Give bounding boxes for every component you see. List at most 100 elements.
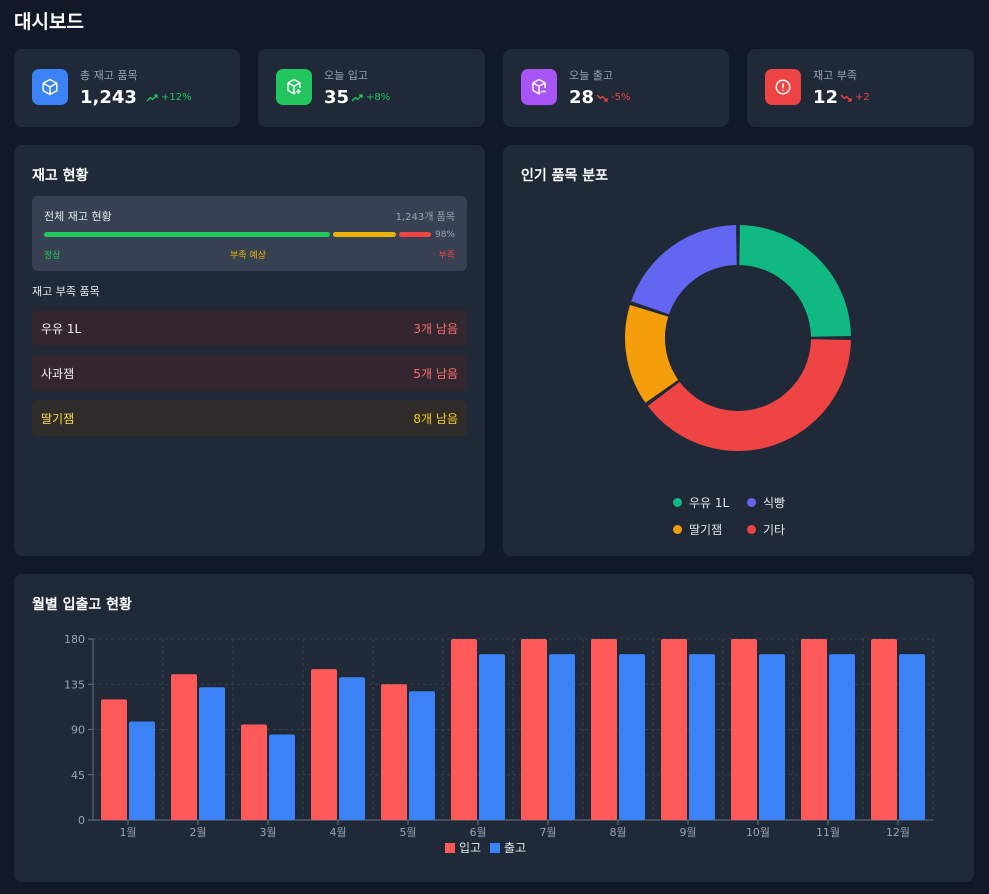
- x-tick-label: 12월: [886, 826, 910, 839]
- legend-label: 식빵: [763, 496, 786, 510]
- bar-outbound[interactable]: [339, 677, 365, 820]
- x-tick-label: 8월: [609, 826, 626, 839]
- inventory-title: 재고 현황: [32, 168, 89, 184]
- stat-trend: +12%: [146, 92, 192, 103]
- bar-outbound[interactable]: [899, 654, 925, 820]
- monthly-panel: 월별 입출고 현황 0 45 90 135 180 1월 2월 3월 4월 5월 6월 7월 8월 9월 1…: [14, 574, 974, 882]
- x-tick-label: 6월: [469, 826, 486, 839]
- stock-bar-shortage: [399, 232, 431, 237]
- stat-label: 총 재고 품목: [80, 69, 138, 82]
- y-tick-label: 180: [64, 633, 85, 646]
- stat-label: 오늘 입고: [324, 69, 368, 82]
- bar-inbound[interactable]: [101, 699, 127, 820]
- y-tick-label: 135: [64, 678, 85, 691]
- bar-inbound[interactable]: [871, 639, 897, 820]
- stat-card-inbound[interactable]: 오늘 입고 35 +8%: [258, 49, 485, 127]
- legend-swatch: [747, 525, 756, 534]
- low-stock-title: 재고 부족 품목: [32, 285, 100, 298]
- legend-swatch: [490, 843, 500, 853]
- trend-down-icon: [840, 94, 852, 102]
- y-tick-label: 0: [78, 814, 85, 827]
- stat-trend-value: +12%: [161, 92, 192, 103]
- x-tick-label: 5월: [399, 826, 416, 839]
- y-tick-label: 45: [71, 769, 85, 782]
- donut-legend-item[interactable]: 우유 1L: [673, 494, 729, 511]
- stat-trend: -5%: [596, 92, 630, 103]
- stat-label: 재고 부족: [813, 69, 857, 82]
- item-remaining: 5개 남음: [413, 367, 458, 381]
- donut-slice[interactable]: [631, 225, 737, 315]
- donut-slice[interactable]: [625, 304, 679, 403]
- bar-outbound[interactable]: [689, 654, 715, 820]
- bar-outbound[interactable]: [199, 687, 225, 820]
- bar-outbound[interactable]: [129, 721, 155, 820]
- page-title: 대시보드: [14, 11, 84, 33]
- stat-trend: +2: [840, 92, 870, 103]
- item-name: 우유 1L: [41, 322, 82, 336]
- bar-inbound[interactable]: [591, 639, 617, 820]
- monthly-title: 월별 입출고 현황: [32, 597, 132, 613]
- legend-normal: 정상: [44, 251, 61, 261]
- bar-inbound[interactable]: [661, 639, 687, 820]
- bar-outbound[interactable]: [829, 654, 855, 820]
- stat-card-total[interactable]: 총 재고 품목 1,243 +12%: [14, 49, 240, 127]
- x-tick-label: 10월: [746, 826, 770, 839]
- x-tick-label: 1월: [119, 826, 136, 839]
- donut-legend-item[interactable]: 기타: [747, 521, 785, 538]
- stat-label: 오늘 출고: [569, 69, 613, 82]
- legend-swatch: [673, 498, 682, 507]
- package-plus-icon: [276, 69, 312, 105]
- alert-circle-icon: [765, 69, 801, 105]
- bar-outbound[interactable]: [479, 654, 505, 820]
- legend-label: 우유 1L: [689, 496, 730, 510]
- bar-outbound[interactable]: [619, 654, 645, 820]
- legend-swatch: [747, 498, 756, 507]
- popular-panel: 인기 품목 분포 우유 1L 식빵 딸기잼 기타: [503, 145, 974, 556]
- stat-trend: +8%: [351, 92, 390, 103]
- bar-inbound[interactable]: [381, 684, 407, 820]
- bar-inbound[interactable]: [801, 639, 827, 820]
- box-icon: [32, 69, 68, 105]
- legend-label-inbound[interactable]: 입고: [459, 841, 481, 855]
- stat-value: 1,243: [80, 87, 137, 108]
- bar-inbound[interactable]: [311, 669, 337, 820]
- x-tick-label: 9월: [679, 826, 696, 839]
- bar-outbound[interactable]: [759, 654, 785, 820]
- stat-trend-value: +2: [855, 92, 870, 103]
- bar-outbound[interactable]: [269, 734, 295, 820]
- x-tick-label: 3월: [259, 826, 276, 839]
- legend-swatch: [445, 843, 455, 853]
- bar-outbound[interactable]: [549, 654, 575, 820]
- bar-inbound[interactable]: [521, 639, 547, 820]
- bar-inbound[interactable]: [731, 639, 757, 820]
- item-name: 사과잼: [41, 367, 75, 381]
- stat-trend-value: -5%: [611, 92, 631, 103]
- x-tick-label: 7월: [539, 826, 556, 839]
- inventory-overview: 전체 재고 현황 1,243개 품목 98% 정상 부족 예상 부족: [32, 196, 467, 271]
- popular-title: 인기 품목 분포: [521, 168, 609, 184]
- bar-inbound[interactable]: [241, 724, 267, 820]
- legend-swatch: [673, 525, 682, 534]
- low-stock-item[interactable]: 우유 1L 3개 남음: [32, 310, 467, 346]
- stat-value: 28: [569, 87, 595, 108]
- legend-label-outbound[interactable]: 출고: [504, 841, 526, 855]
- item-remaining: 3개 남음: [413, 322, 458, 336]
- bar-inbound[interactable]: [171, 674, 197, 820]
- stock-bar-normal: [44, 232, 330, 237]
- bar-inbound[interactable]: [451, 639, 477, 820]
- legend-warning: 부족 예상: [230, 251, 266, 261]
- stat-card-outbound[interactable]: 오늘 출고 28 -5%: [503, 49, 729, 127]
- x-tick-label: 2월: [189, 826, 206, 839]
- x-tick-label: 4월: [329, 826, 346, 839]
- bar-outbound[interactable]: [409, 691, 435, 820]
- donut-slice[interactable]: [739, 225, 851, 337]
- inventory-panel: 재고 현황 전체 재고 현황 1,243개 품목 98% 정상 부족 예상 부족…: [14, 145, 485, 556]
- donut-legend-item[interactable]: 식빵: [747, 494, 785, 511]
- low-stock-item[interactable]: 사과잼 5개 남음: [32, 355, 467, 391]
- low-stock-item[interactable]: 딸기잼 8개 남음: [32, 400, 467, 436]
- stat-card-shortage[interactable]: 재고 부족 12 +2: [747, 49, 974, 127]
- stat-value: 35: [324, 87, 350, 108]
- legend-label: 기타: [763, 523, 786, 537]
- donut-legend-item[interactable]: 딸기잼: [673, 521, 722, 538]
- donut-slice[interactable]: [647, 339, 851, 451]
